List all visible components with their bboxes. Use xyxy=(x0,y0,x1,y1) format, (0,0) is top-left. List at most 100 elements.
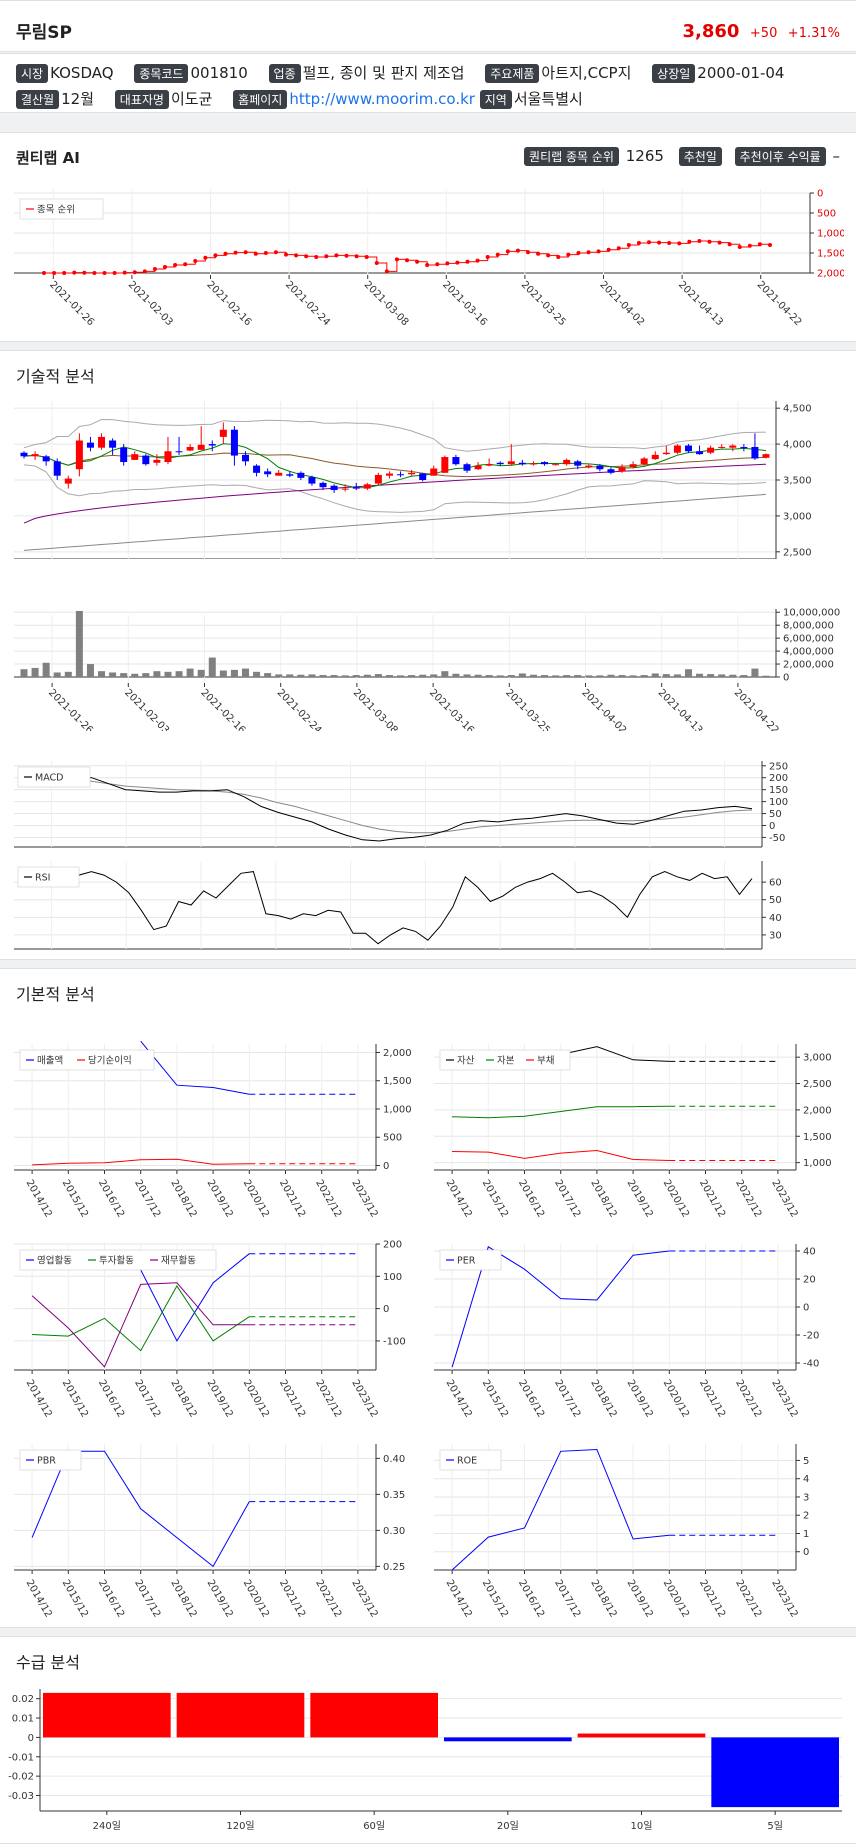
candle-body xyxy=(352,487,360,489)
candle-body xyxy=(751,446,759,459)
price-block: 3,860 +50 +1.31% xyxy=(683,21,840,42)
roe-legend xyxy=(439,1449,502,1471)
rank-point xyxy=(505,249,510,254)
macd-plot-area xyxy=(14,761,762,847)
volume-bar xyxy=(419,674,427,677)
roe-y-tick-label: 2 xyxy=(803,1511,809,1522)
rank-legend-label: 종목 순위 xyxy=(37,204,75,216)
volume-bar xyxy=(596,675,604,677)
per-x-tick-label: 2022/12 xyxy=(733,1378,763,1419)
rsi-legend xyxy=(17,866,80,888)
balance-x-tick-label: 2016/12 xyxy=(516,1178,546,1219)
pbr-x-tick-label: 2022/12 xyxy=(313,1578,343,1619)
volume-bar xyxy=(197,669,205,677)
per-y-tick-label: -40 xyxy=(803,1359,819,1370)
candle-body xyxy=(20,452,28,457)
ma-60-line xyxy=(23,463,767,524)
cashflow-x-tick-label: 2016/12 xyxy=(96,1378,126,1419)
rank-point xyxy=(455,260,460,265)
candle-body xyxy=(607,469,615,473)
current-price: 3,860 xyxy=(682,21,740,42)
cashflow-x-tick-label: 2019/12 xyxy=(205,1378,235,1419)
rank-point xyxy=(304,254,309,259)
pbr-x-tick-label: 2020/12 xyxy=(241,1578,271,1619)
sales-x-tick-label: 2014/12 xyxy=(24,1178,54,1219)
pbr-x-tick-label: 2017/12 xyxy=(132,1578,162,1619)
sales-legend xyxy=(19,1049,155,1071)
rank-point xyxy=(546,253,551,258)
cashflow-x-tick-label: 2022/12 xyxy=(313,1378,343,1419)
price-y-tick-label: 3,500 xyxy=(783,476,812,487)
macd-y-tick-label: 200 xyxy=(769,773,788,784)
volume-bar xyxy=(673,674,681,677)
candle-body xyxy=(430,468,438,476)
rank-point xyxy=(536,251,541,256)
volume-bar xyxy=(20,669,28,677)
per-x-tick-label: 2016/12 xyxy=(516,1378,546,1419)
per-x-tick-label: 2015/12 xyxy=(480,1378,510,1419)
candle-body xyxy=(662,452,670,455)
rank-point xyxy=(636,241,641,245)
balance-x-tick-label: 2019/12 xyxy=(625,1178,655,1219)
volume-bar xyxy=(629,675,637,677)
rank-y-tick-label: 1,500 xyxy=(817,249,844,260)
candle-body xyxy=(463,464,471,471)
balance-x-tick-label: 2017/12 xyxy=(552,1178,582,1219)
volume-bar xyxy=(607,674,615,677)
supply-bar xyxy=(444,1737,572,1742)
candle-body xyxy=(385,473,393,476)
rank-point xyxy=(747,243,752,248)
homepage-link[interactable]: http://www.moorim.co.kr xyxy=(289,90,475,108)
pbr-x-tick-label: 2015/12 xyxy=(60,1578,90,1619)
rank-point xyxy=(142,269,147,274)
rank-point xyxy=(727,242,732,247)
rank-point xyxy=(616,246,621,251)
rank-point xyxy=(626,243,631,247)
roe-y-tick-label: 4 xyxy=(803,1474,809,1485)
rank-point xyxy=(717,240,722,245)
volume-bar xyxy=(142,673,150,677)
pbr-x-tick-label: 2018/12 xyxy=(168,1578,198,1619)
volume-bar xyxy=(684,669,692,677)
pbr-y-tick-label: 0.35 xyxy=(383,1490,405,1501)
ai-title: 퀀티랩 AI xyxy=(16,149,80,167)
candle-body xyxy=(684,445,692,452)
rank-point xyxy=(112,271,117,275)
supply-x-tick-label: 20일 xyxy=(497,1820,519,1832)
balance-y-tick-label: 2,000 xyxy=(803,1105,832,1116)
rank-point xyxy=(556,255,561,259)
volume-y-tick-label: 6,000,000 xyxy=(783,634,834,645)
volume-bar xyxy=(241,668,249,677)
volume-bar xyxy=(98,671,106,677)
rank-point xyxy=(243,250,248,255)
rank-point xyxy=(223,251,228,256)
candle-body xyxy=(197,444,205,450)
rank-point xyxy=(253,251,258,256)
rank-point xyxy=(475,258,480,263)
cashflow-x-tick-label: 2017/12 xyxy=(132,1378,162,1419)
candle-body xyxy=(219,429,227,437)
candle-body xyxy=(64,478,72,484)
candle-body xyxy=(518,462,526,465)
rank-point xyxy=(687,239,692,244)
candle-body xyxy=(485,464,493,466)
volume-bar xyxy=(363,674,371,677)
candle-body xyxy=(408,472,416,475)
balance-y-tick-label: 1,500 xyxy=(803,1132,832,1143)
cashflow-x-tick-label: 2023/12 xyxy=(349,1378,379,1419)
candle-body xyxy=(762,454,770,458)
roe-x-tick-label: 2014/12 xyxy=(444,1578,474,1619)
volume-chart: 0 2,000,000 4,000,000 6,000,000 8,000,000 10,… xyxy=(14,607,844,731)
volume-bar xyxy=(164,671,172,677)
rank-y-tick-label: 0 xyxy=(817,189,823,200)
macd-line xyxy=(23,770,753,842)
rank-point xyxy=(354,254,359,259)
volume-bar xyxy=(408,675,416,677)
supply-y-tick-label: 0.02 xyxy=(12,1694,34,1705)
candle-body xyxy=(452,457,460,465)
volume-x-tick-label: 2021-03-16 xyxy=(427,687,476,731)
sales-series-line xyxy=(32,1158,250,1166)
rank-point xyxy=(757,242,762,247)
rank-x-tick-label: 2021-03-16 xyxy=(440,279,489,328)
